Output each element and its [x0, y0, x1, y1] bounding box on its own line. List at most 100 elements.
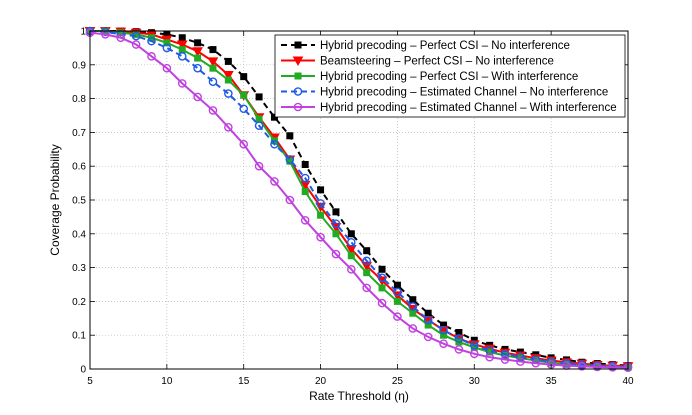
data-point: [316, 199, 325, 208]
legend-entry-2: Beamsteering – Perfect CSI – No interfer…: [281, 56, 554, 68]
data-point: [209, 64, 217, 72]
legend-label: Hybrid precoding – Perfect CSI – With in…: [320, 71, 578, 83]
data-point: [347, 264, 356, 274]
data-point: [224, 76, 232, 84]
data-point: [363, 247, 371, 255]
data-point: [177, 52, 187, 61]
x-tick-label: 35: [546, 376, 558, 387]
data-point: [270, 177, 279, 186]
data-point: [162, 63, 172, 73]
data-point: [163, 39, 171, 47]
legend-entry-4: Hybrid precoding – Estimated Channel – N…: [281, 87, 608, 99]
data-point: [193, 92, 202, 102]
y-tick-label: 0.6: [72, 162, 86, 173]
data-point: [408, 302, 418, 311]
data-point: [254, 121, 264, 130]
data-point: [300, 173, 310, 183]
data-point: [194, 54, 202, 62]
data-point: [317, 211, 325, 219]
data-point: [332, 208, 340, 216]
data-point: [439, 339, 448, 348]
y-tick-label: 0.4: [72, 229, 86, 240]
data-point: [316, 232, 325, 242]
legend-marker: [293, 102, 303, 112]
data-point: [424, 309, 432, 317]
x-tick-label: 5: [87, 376, 93, 387]
data-point: [254, 161, 264, 171]
data-point: [224, 57, 232, 65]
data-point: [240, 91, 248, 99]
data-point: [362, 283, 371, 293]
data-point: [239, 104, 249, 114]
x-tick-label: 15: [238, 376, 250, 387]
legend: Hybrid precoding – Perfect CSI – No inte…: [274, 34, 626, 118]
legend-marker: [293, 87, 303, 96]
y-tick-label: 0.3: [72, 263, 86, 274]
legend-entry-1: Hybrid precoding – Perfect CSI – No inte…: [281, 40, 570, 52]
data-point: [531, 358, 541, 368]
data-point: [192, 47, 203, 57]
y-tick-label: 0.5: [72, 196, 86, 207]
data-point: [131, 40, 141, 49]
legend-marker: [292, 56, 304, 67]
data-point: [300, 215, 310, 225]
data-point: [500, 355, 510, 364]
data-point: [147, 52, 156, 61]
data-point: [424, 321, 432, 329]
data-point: [208, 106, 218, 115]
data-point: [208, 77, 218, 86]
data-point: [469, 341, 479, 350]
data-point: [608, 363, 617, 372]
data-point: [209, 46, 217, 54]
data-point: [178, 34, 186, 42]
data-point: [116, 33, 126, 43]
data-point: [393, 281, 401, 289]
data-point: [469, 349, 479, 359]
x-tick-label: 30: [469, 376, 481, 387]
data-point: [362, 256, 371, 266]
data-point: [393, 312, 402, 321]
legend-marker: [294, 41, 302, 49]
x-tick-label: 25: [392, 376, 404, 387]
data-point: [255, 115, 263, 123]
legend-label: Hybrid precoding – Estimated Channel – W…: [320, 102, 617, 114]
data-point: [177, 79, 187, 88]
data-point: [331, 249, 341, 259]
data-point: [592, 362, 602, 372]
data-point: [331, 219, 341, 228]
data-point: [178, 46, 186, 54]
data-point: [285, 155, 295, 164]
series-line: [89, 30, 629, 368]
data-point: [317, 186, 325, 194]
data-point: [562, 358, 571, 368]
y-tick-label: 0.8: [72, 94, 86, 105]
data-point: [347, 230, 355, 238]
data-point: [454, 334, 464, 343]
data-point: [193, 63, 202, 73]
data-point: [147, 36, 156, 46]
data-point: [131, 31, 141, 41]
data-point: [409, 296, 417, 304]
data-point: [240, 73, 248, 81]
data-point: [577, 361, 587, 371]
y-axis-label: Coverage Probability: [48, 144, 62, 255]
data-point: [440, 331, 448, 339]
data-point: [377, 298, 387, 308]
data-point: [286, 132, 294, 140]
data-point: [207, 57, 219, 67]
data-point: [176, 40, 188, 51]
y-tick-label: 0.7: [72, 128, 86, 139]
data-point: [224, 123, 233, 132]
x-tick-label: 40: [622, 376, 634, 387]
data-point: [500, 349, 510, 359]
data-point: [255, 93, 263, 101]
axis-ticks: 5 10 15 20 25 30 35 40 0 0.1 0.2 0.3 0.4 0.5 0.6 0.7 0.8…: [72, 27, 634, 388]
legend-box: [274, 34, 626, 118]
data-point: [409, 309, 417, 317]
data-point: [377, 273, 387, 283]
data-point: [270, 139, 279, 149]
data-point: [347, 252, 355, 260]
data-point: [454, 345, 464, 354]
data-point: [393, 297, 401, 305]
y-tick-label: 0.1: [72, 331, 86, 342]
